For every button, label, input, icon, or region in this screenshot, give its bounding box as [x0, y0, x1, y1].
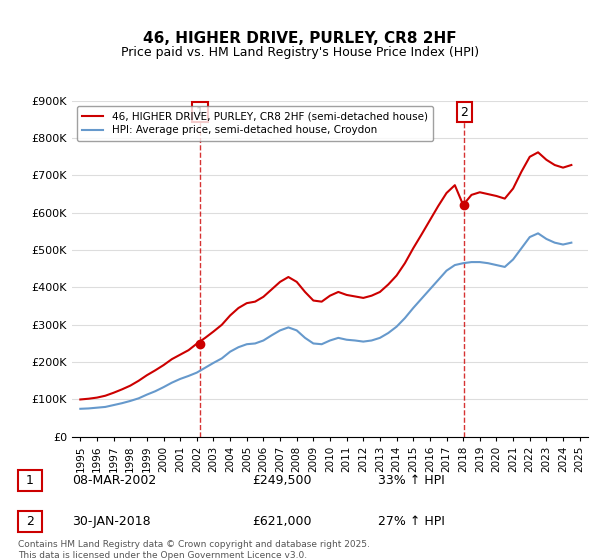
Text: 30-JAN-2018: 30-JAN-2018 — [72, 515, 151, 528]
Text: 27% ↑ HPI: 27% ↑ HPI — [378, 515, 445, 528]
Text: £621,000: £621,000 — [252, 515, 311, 528]
Text: 2: 2 — [26, 515, 34, 528]
Text: Price paid vs. HM Land Registry's House Price Index (HPI): Price paid vs. HM Land Registry's House … — [121, 46, 479, 59]
FancyBboxPatch shape — [18, 511, 42, 532]
Text: 1: 1 — [196, 105, 204, 119]
Text: 46, HIGHER DRIVE, PURLEY, CR8 2HF: 46, HIGHER DRIVE, PURLEY, CR8 2HF — [143, 31, 457, 46]
Text: £249,500: £249,500 — [252, 474, 311, 487]
Text: 1: 1 — [26, 474, 34, 487]
Text: 08-MAR-2002: 08-MAR-2002 — [72, 474, 156, 487]
Text: 33% ↑ HPI: 33% ↑ HPI — [378, 474, 445, 487]
FancyBboxPatch shape — [18, 470, 42, 491]
Legend: 46, HIGHER DRIVE, PURLEY, CR8 2HF (semi-detached house), HPI: Average price, sem: 46, HIGHER DRIVE, PURLEY, CR8 2HF (semi-… — [77, 106, 433, 141]
Text: 2: 2 — [461, 105, 469, 119]
Text: Contains HM Land Registry data © Crown copyright and database right 2025.
This d: Contains HM Land Registry data © Crown c… — [18, 540, 370, 559]
